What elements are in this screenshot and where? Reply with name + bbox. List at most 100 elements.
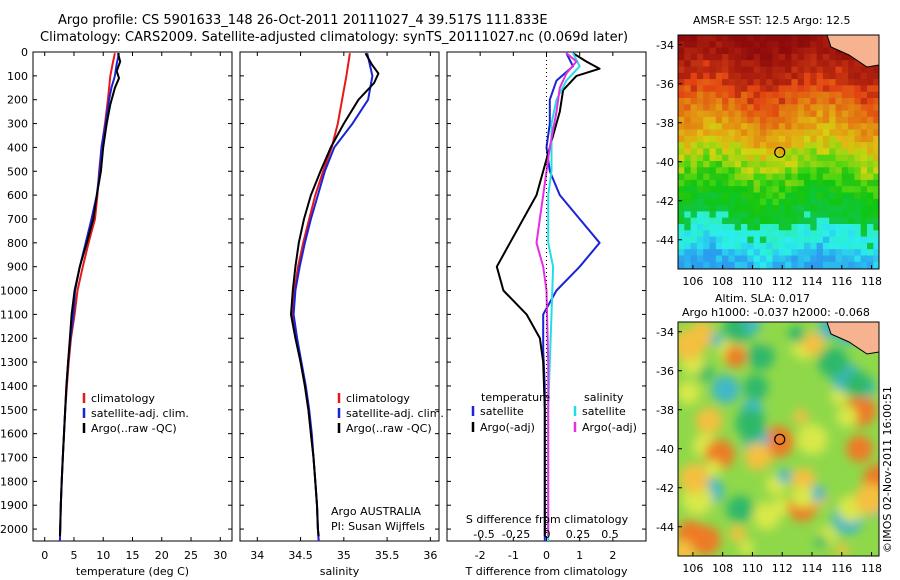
depth-tick-label: 1800 [0,475,28,488]
secondary-x-tick-label: 0.25 [566,528,591,541]
profile-location-marker-sst [774,146,786,158]
salinity-legend-label: Argo(..raw -QC) [346,422,432,435]
x-tick-label-temperature: 0 [41,549,48,562]
profile-location-marker-sla [774,433,786,445]
x-tick-label-temperature: 30 [213,549,227,562]
depth-tick-label: 1900 [0,499,28,512]
depth-tick-label: 2000 [0,523,28,536]
series-line-difference-1 [495,52,601,537]
secondary-x-tick-label: -0.5 [473,528,494,541]
secondary-x-tick-label: 0.5 [601,528,619,541]
depth-tick-label: 700 [7,213,28,226]
map-y-tick-label-sla: -38 [656,404,674,417]
map-y-tick-label-sla: -36 [656,365,674,378]
map-frame-sla [677,321,880,557]
argo-annotation-line: PI: Susan Wijffels [331,520,425,533]
depth-tick-label: 1300 [0,356,28,369]
series-line-temperature-2 [58,52,122,537]
diff-legend-label: satellite [480,405,524,418]
depth-tick-label: 1600 [0,428,28,441]
x-tick-label-temperature: 10 [96,549,110,562]
map-y-tick-label-sst: -38 [656,117,674,130]
map-x-tick-label-sst: 106 [682,275,703,288]
land-mass-sst [826,35,879,68]
map-y-tick-label-sst: -40 [656,156,674,169]
depth-tick-label: 1000 [0,285,28,298]
x-tick-label-temperature: 25 [184,549,198,562]
x-tick-label-temperature: 20 [155,549,169,562]
diff-legend-temperature-title: temperature [481,391,550,404]
temperature-legend-label: Argo(..raw -QC) [91,422,177,435]
x-tick-label-difference: 0 [543,549,550,562]
sst-map-title: AMSR-E SST: 12.5 Argo: 12.5 [693,14,851,27]
depth-tick-label: 900 [7,261,28,274]
depth-tick-label: 200 [7,94,28,107]
map-x-tick-label-sst: 114 [802,275,823,288]
sst-heatmap [678,35,879,269]
map-y-tick-label-sst: -36 [656,78,674,91]
x-tick-label-salinity: 34.5 [288,549,313,562]
secondary-x-tick-label: 0 [544,528,551,541]
depth-tick-label: 100 [7,70,28,83]
depth-tick-label: 500 [7,165,28,178]
map-x-tick-label-sst: 110 [742,275,763,288]
x-tick-label-salinity: 36 [423,549,437,562]
map-x-tick-label-sst: 118 [861,275,882,288]
diff-legend-label: Argo(-adj) [582,421,637,434]
map-y-tick-label-sst: -34 [656,39,674,52]
depth-tick-label: 800 [7,237,28,250]
chart-title-line1: Argo profile: CS 5901633_148 26-Oct-2011… [58,13,548,28]
depth-tick-label: 1100 [0,308,28,321]
depth-tick-label: 0 [21,46,28,59]
x-axis-label-salinity: salinity [320,565,360,578]
series-line-difference-2 [547,52,581,541]
depth-tick-label: 300 [7,118,28,131]
x-tick-label-temperature: 15 [126,549,140,562]
depth-tick-label: 600 [7,189,28,202]
map-x-tick-label-sla: 110 [742,562,763,575]
panel-frame-salinity [239,51,440,542]
map-y-tick-label-sla: -34 [656,326,674,339]
map-x-tick-label-sla: 116 [831,562,852,575]
salinity-legend-label: satellite-adj. clim. [346,407,444,420]
x-tick-label-difference: 1 [576,549,583,562]
depth-tick-label: 1700 [0,452,28,465]
x-tick-label-difference: -2 [475,549,486,562]
diff-legend-label: Argo(-adj) [480,421,535,434]
series-line-salinity-1 [292,52,374,542]
secondary-x-axis-label: S difference from climatology [466,513,629,526]
depth-tick-label: 1200 [0,332,28,345]
map-frame-sst [677,34,880,270]
map-x-tick-label-sla: 108 [712,562,733,575]
depth-tick-label: 1500 [0,404,28,417]
x-axis-label-difference: T difference from climatology [465,565,628,578]
x-tick-label-difference: -1 [508,549,519,562]
argo-annotation-line: Argo AUSTRALIA [331,505,421,518]
land-mass-sla [826,322,879,355]
x-tick-label-salinity: 35.5 [375,549,400,562]
temperature-legend-label: climatology [91,392,155,405]
diff-legend-label: satellite [582,405,626,418]
map-y-tick-label-sst: -42 [656,195,674,208]
map-x-tick-label-sst: 112 [772,275,793,288]
map-x-tick-label-sla: 106 [682,562,703,575]
map-x-tick-label-sst: 108 [712,275,733,288]
temperature-legend-label: satellite-adj. clim. [91,407,189,420]
x-tick-label-salinity: 35 [337,549,351,562]
map-x-tick-label-sla: 114 [802,562,823,575]
diff-legend-salinity-title: salinity [584,391,624,404]
map-y-tick-label-sla: -40 [656,443,674,456]
secondary-x-tick-label: -0.25 [502,528,530,541]
sla-map-title-line1: Altim. SLA: 0.017 [715,292,811,305]
map-x-tick-label-sst: 116 [831,275,852,288]
salinity-legend-label: climatology [346,392,410,405]
x-tick-label-salinity: 34 [250,549,264,562]
map-x-tick-label-sla: 112 [772,562,793,575]
map-y-tick-label-sst: -44 [656,234,674,247]
x-tick-label-difference: 2 [609,549,616,562]
series-line-difference-3 [535,52,578,537]
x-tick-label-temperature: 5 [70,549,77,562]
map-y-tick-label-sla: -44 [656,521,674,534]
sla-heatmap [678,322,879,556]
